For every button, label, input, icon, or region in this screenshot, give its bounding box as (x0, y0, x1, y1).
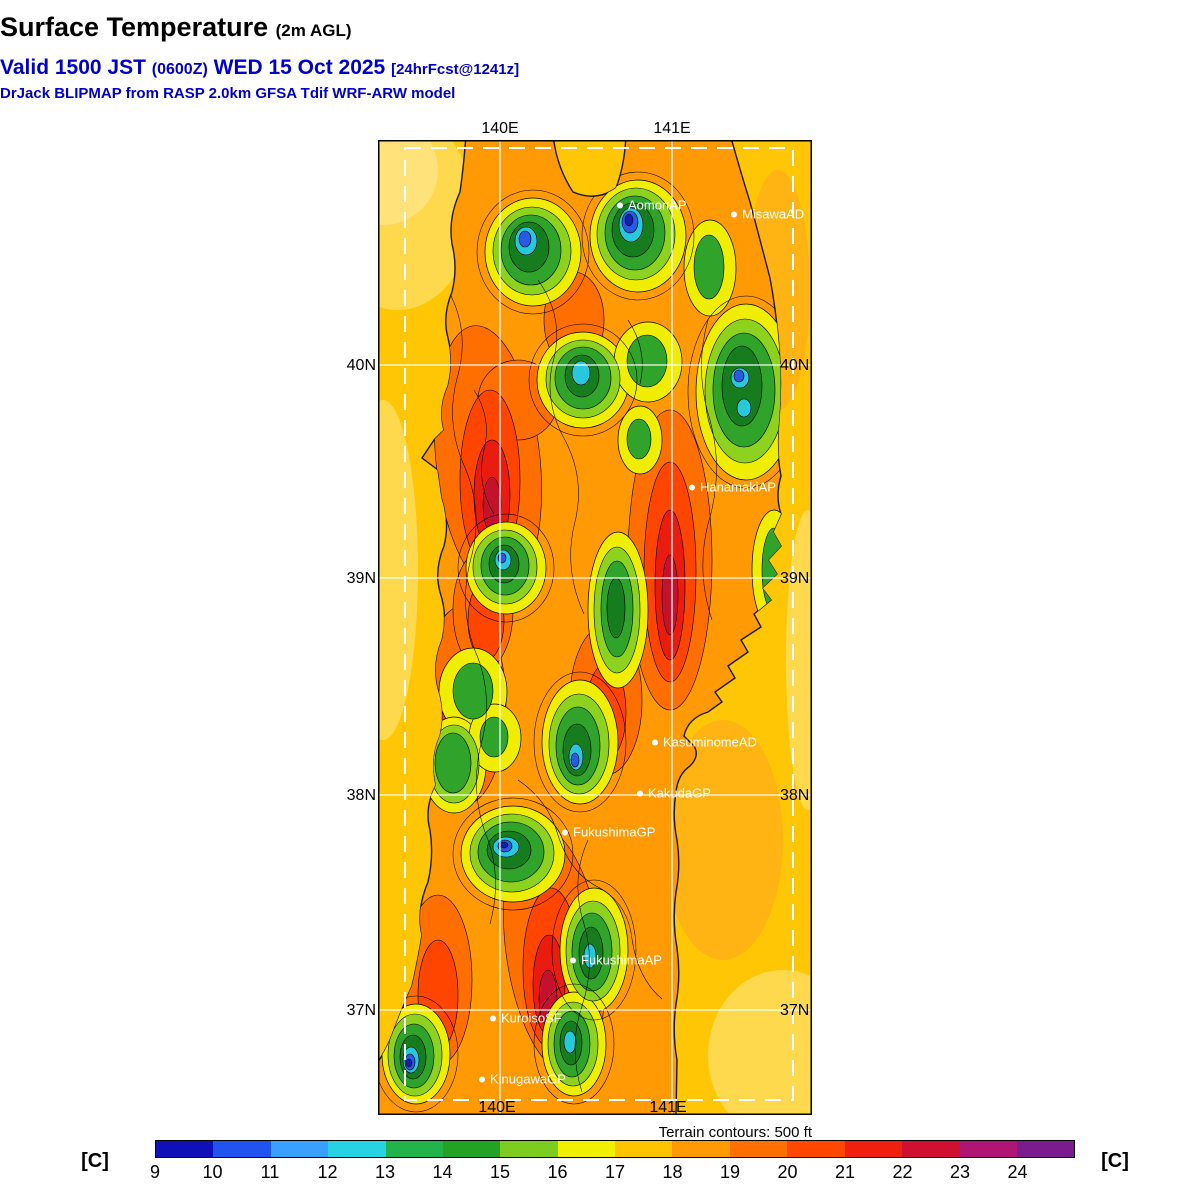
colorbar-ticks: 9 10 11 12 13 14 15 16 17 18 19 20 21 22… (150, 1162, 1075, 1184)
colorbar-tick: 21 (834, 1162, 856, 1182)
terrain-contours-note: Terrain contours: 500 ft (658, 1124, 812, 1141)
station-label: KasuminomeAD (663, 734, 757, 750)
station-dot-icon (637, 790, 643, 796)
domain-boundary (404, 147, 794, 1101)
station-hanamaki-ap: HanamakiAP (689, 480, 776, 495)
colorbar-segment (385, 1141, 443, 1157)
lat-label-right-40n: 40N (780, 357, 810, 374)
station-dot-icon (731, 211, 737, 217)
lat-label-left-38n: 38N (346, 787, 376, 804)
colorbar-segment (442, 1141, 501, 1157)
colorbar-segment (729, 1141, 788, 1157)
lon-label-bottom-140e: 140E (478, 1099, 516, 1116)
lat-label-right-39n: 39N (780, 570, 810, 587)
colorbar-segment (213, 1141, 271, 1157)
colorbar (155, 1140, 1075, 1158)
colorbar-tick: 9 (149, 1162, 161, 1182)
colorbar-tick: 10 (202, 1162, 223, 1182)
colorbar-segment (615, 1141, 673, 1157)
colorbar-segment (328, 1141, 386, 1157)
colorbar-tick: 16 (547, 1162, 568, 1182)
colorbar-tick: 18 (662, 1162, 683, 1182)
station-label: MisawaAD (742, 206, 805, 222)
colorbar-tick: 14 (432, 1162, 453, 1182)
lat-label-left-37n: 37N (346, 1002, 376, 1019)
station-label: KinugawaGP (490, 1071, 566, 1087)
colorbar-tick: 19 (719, 1162, 741, 1182)
station-label: AomoriAP (628, 197, 687, 213)
colorbar-tick: 12 (317, 1162, 338, 1182)
colorbar-segment (901, 1141, 960, 1157)
lat-label-left-39n: 39N (346, 570, 376, 587)
colorbar-tick: 15 (489, 1162, 511, 1182)
colorbar-segment (672, 1141, 730, 1157)
lat-label-left-40n: 40N (346, 357, 376, 374)
valid-time-line: Valid 1500 JST (0600Z) WED 15 Oct 2025 [… (0, 56, 1200, 80)
station-kakuda-gp: KakudaGP (637, 786, 711, 801)
lon-label-top-141e: 141E (653, 120, 691, 137)
title-note: (2m AGL) (275, 21, 352, 40)
station-dot-icon (652, 739, 658, 745)
station-label: HanamakiAP (700, 479, 776, 495)
model-info-line: DrJack BLIPMAP from RASP 2.0km GFSA Tdif… (0, 85, 456, 102)
station-dot-icon (490, 1015, 496, 1021)
station-label: KuroisoSF (501, 1010, 562, 1026)
station-kasuminome-ad: KasuminomeAD (652, 735, 757, 750)
colorbar-segment (270, 1141, 329, 1157)
valid-zulu: (0600Z) (151, 61, 208, 78)
valid-date: WED 15 Oct 2025 (213, 56, 386, 79)
station-kinugawa-gp: KinugawaGP (479, 1072, 566, 1087)
colorbar-tick: 13 (374, 1162, 396, 1182)
station-dot-icon (617, 202, 623, 208)
lon-label-top-140e: 140E (481, 120, 519, 137)
colorbar-unit-right: [C] (1101, 1150, 1129, 1172)
colorbar-segment (844, 1141, 902, 1157)
station-dot-icon (562, 829, 568, 835)
colorbar-segment (787, 1141, 845, 1157)
station-dot-icon (479, 1076, 485, 1082)
terrain-contours (378, 171, 781, 1113)
colorbar-unit-left: [C] (81, 1150, 109, 1172)
lat-label-right-37n: 37N (780, 1002, 810, 1019)
latlon-gridlines (378, 140, 812, 1115)
colorbar-segment (156, 1141, 214, 1157)
station-label: KakudaGP (648, 785, 711, 801)
valid-prefix: Valid 1500 JST (0, 56, 146, 79)
station-aomori-ap: AomoriAP (617, 198, 687, 213)
colorbar-tick: 24 (1007, 1162, 1028, 1182)
title-text: Surface Temperature (0, 12, 269, 42)
lat-label-right-38n: 38N (780, 787, 810, 804)
temperature-field (378, 171, 781, 1113)
station-dot-icon (689, 484, 695, 490)
colorbar-tick: 22 (892, 1162, 913, 1182)
lon-label-bottom-141e: 141E (649, 1099, 687, 1116)
colorbar-tick: 20 (777, 1162, 798, 1182)
colorbar-tick: 23 (949, 1162, 971, 1182)
station-fukushima-ap: FukushimaAP (570, 953, 662, 968)
colorbar-segment (500, 1141, 558, 1157)
map-area: AomoriAP MisawaAD HanamakiAP KasuminomeA… (378, 140, 812, 1115)
station-fukushima-gp: FukushimaGP (562, 825, 655, 840)
colorbar-segment (1016, 1141, 1074, 1157)
station-dot-icon (570, 957, 576, 963)
station-label: FukushimaAP (581, 952, 662, 968)
station-label: FukushimaGP (573, 824, 656, 840)
valid-fcst: [24hrFcst@1241z] (391, 61, 520, 78)
map-frame (378, 140, 812, 1115)
colorbar-segment (959, 1141, 1017, 1157)
station-kuroiso-sf: KuroisoSF (490, 1011, 562, 1026)
page-title: Surface Temperature (2m AGL) (0, 12, 1200, 43)
station-misawa-ad: MisawaAD (731, 207, 804, 222)
colorbar-tick: 17 (604, 1162, 626, 1182)
colorbar-tick: 11 (260, 1162, 280, 1182)
temperature-map-canvas (378, 140, 812, 1115)
colorbar-segment (557, 1141, 615, 1157)
